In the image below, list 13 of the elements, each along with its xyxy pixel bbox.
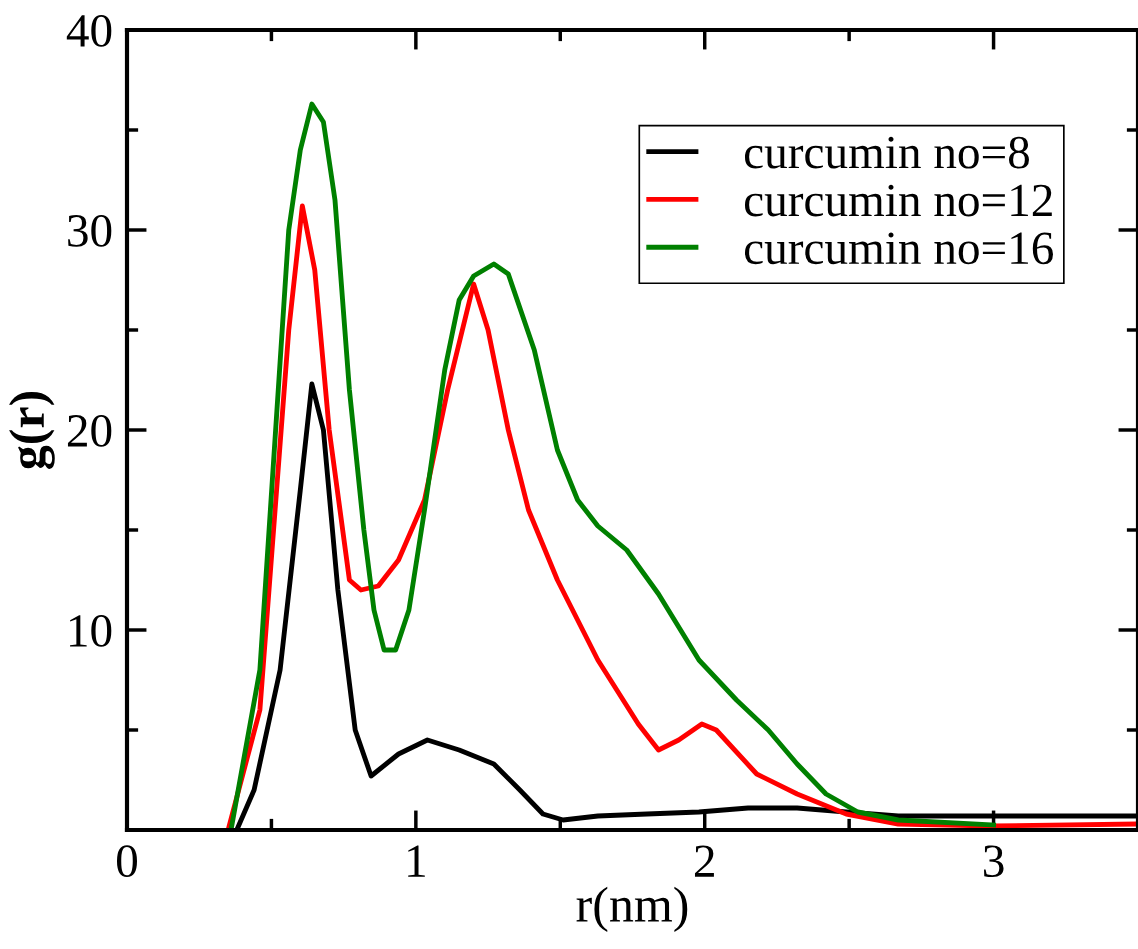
- y-tick-label: 10: [70, 614, 112, 647]
- x-axis-title: r(nm): [576, 886, 688, 933]
- legend-label: curcumin no=12: [744, 184, 1052, 217]
- x-tick-label: 3: [984, 845, 1004, 878]
- x-tick-label: 2: [694, 845, 714, 877]
- legend-label: curcumin no=16: [744, 232, 1053, 265]
- y-tick-label: 40: [66, 14, 112, 47]
- y-tick-label: 20: [67, 414, 112, 447]
- y-axis-title: g(r): [9, 391, 55, 469]
- x-tick-label: 1: [408, 845, 425, 877]
- x-tick-label: 0: [116, 845, 138, 878]
- y-tick-label: 30: [68, 214, 112, 247]
- legend-label: curcumin no=8: [744, 136, 1029, 169]
